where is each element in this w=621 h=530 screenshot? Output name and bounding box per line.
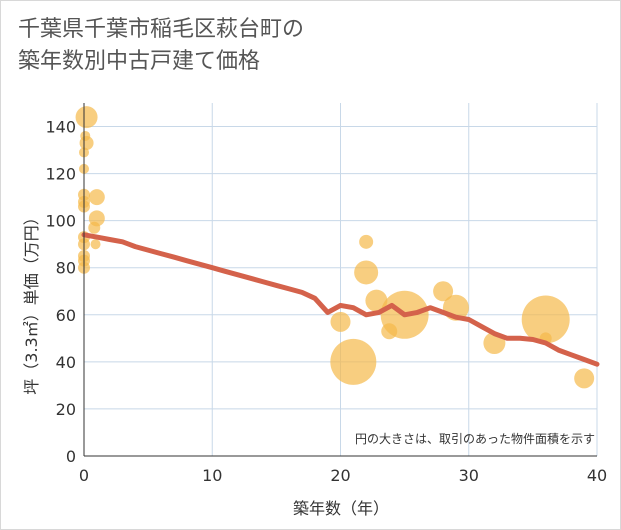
grid-layer	[84, 103, 598, 456]
y-tick-label: 140	[45, 118, 76, 137]
data-point	[330, 338, 377, 385]
data-point	[88, 221, 101, 234]
data-point	[79, 136, 94, 151]
x-tick-label: 30	[459, 466, 479, 485]
chart-title-line-1: 千葉県千葉市稲毛区萩台町の	[18, 17, 305, 42]
bubble-size-note: 円の大きさは、取引のあった物件面積を示す	[355, 431, 595, 446]
tick-label-layer: 0 20 40 60 80 100 120 140 0 10 20 30 40	[45, 118, 607, 485]
chart-title: 千葉県千葉市稲毛区萩台町の 築年数別中古戸建て価格	[18, 14, 304, 78]
y-tick-label: 0	[66, 447, 76, 466]
data-point	[354, 260, 379, 285]
chart-title-line-2: 築年数別中古戸建て価格	[18, 49, 261, 74]
data-point	[359, 234, 374, 249]
trend-line	[81, 232, 600, 367]
data-point	[88, 189, 105, 206]
data-point	[433, 281, 454, 302]
x-tick-label: 20	[330, 466, 350, 485]
y-tick-label: 40	[56, 353, 76, 372]
data-point	[574, 368, 595, 389]
data-point	[90, 239, 101, 250]
bubble-layer	[75, 106, 595, 389]
x-tick-label: 0	[79, 466, 89, 485]
x-axis-label: 築年数（年）	[293, 499, 389, 518]
y-axis-label: 坪（3.3㎡）単価（万円）	[22, 209, 41, 394]
x-tick-label: 10	[202, 466, 222, 485]
data-point	[365, 289, 388, 312]
axis-layer	[83, 103, 597, 457]
y-tick-label: 120	[45, 165, 76, 184]
y-tick-label: 80	[56, 259, 76, 278]
y-tick-label: 100	[45, 212, 76, 231]
data-point	[75, 106, 98, 129]
y-tick-label: 60	[56, 306, 76, 325]
data-point	[521, 295, 570, 344]
y-tick-label: 20	[56, 400, 76, 419]
trend-line-layer	[81, 232, 600, 367]
data-point	[330, 311, 351, 332]
x-tick-label: 40	[587, 466, 607, 485]
